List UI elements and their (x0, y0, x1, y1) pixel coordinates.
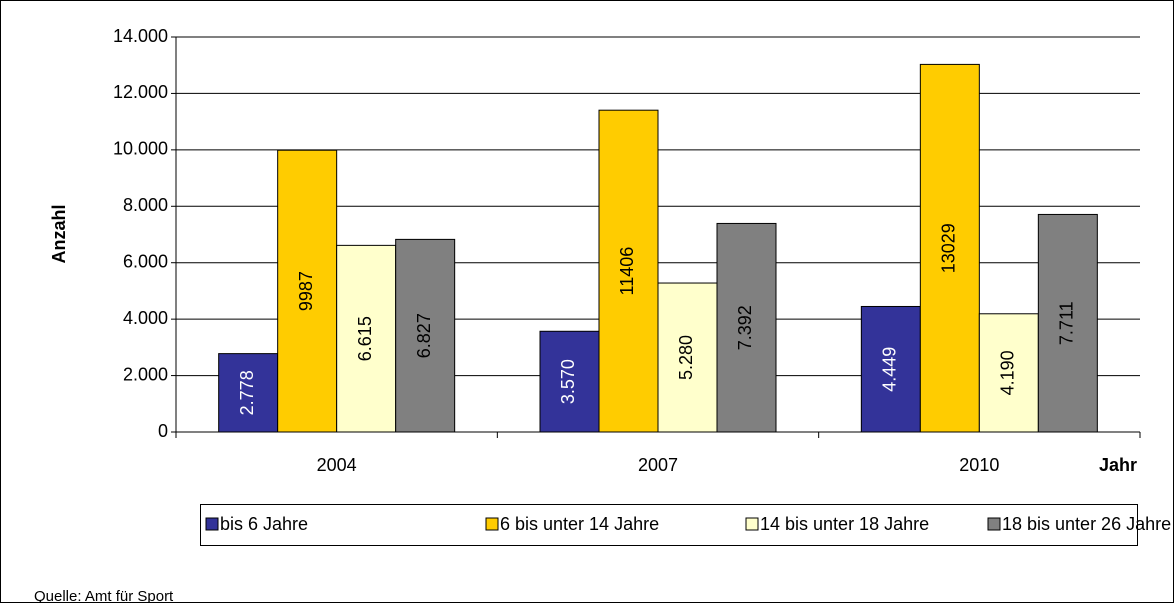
source-note: Quelle: Amt für Sport (34, 588, 174, 603)
legend-swatch (205, 517, 219, 531)
bar (277, 149, 338, 433)
bar (218, 353, 279, 433)
data-label: 3.570 (558, 359, 578, 404)
data-label: 5.280 (676, 335, 696, 380)
y-tick-label: 12.000 (113, 82, 168, 102)
data-label: 11406 (617, 247, 637, 296)
bar (919, 63, 980, 433)
bar (539, 330, 600, 433)
y-tick-label: 4.000 (123, 308, 168, 328)
data-label: 6.827 (414, 313, 434, 358)
bar (336, 244, 397, 433)
x-tick-label: 2010 (959, 455, 999, 475)
legend-label: 18 bis unter 26 Jahre (1002, 514, 1171, 534)
data-label: 7.711 (1057, 301, 1077, 345)
data-label: 6.615 (355, 316, 375, 361)
bar (395, 238, 456, 433)
data-label: 13029 (939, 223, 959, 273)
legend-swatch (485, 517, 499, 531)
x-tick-label: 2004 (317, 455, 357, 475)
legend-label: 14 bis unter 18 Jahre (760, 514, 929, 534)
y-tick-label: 6.000 (123, 251, 168, 271)
bar (716, 222, 777, 433)
bar (860, 305, 921, 433)
y-axis-label: Anzahl (49, 204, 69, 263)
y-tick-label: 2.000 (123, 364, 168, 384)
legend-label: bis 6 Jahre (220, 514, 308, 534)
legend (200, 504, 1138, 546)
data-label: 7.392 (735, 305, 755, 350)
bar (598, 109, 659, 433)
legend-label: 6 bis unter 14 Jahre (500, 514, 659, 534)
data-label: 4.190 (998, 350, 1018, 395)
data-label: 4.449 (880, 347, 900, 392)
legend-swatch (987, 517, 1001, 531)
bar (1037, 213, 1098, 433)
y-tick-label: 0 (158, 421, 168, 441)
x-tick-label: 2007 (638, 455, 678, 475)
data-label: 9987 (296, 271, 316, 311)
y-tick-label: 10.000 (113, 139, 168, 159)
x-axis-label: Jahr (1099, 455, 1137, 475)
y-tick-label: 8.000 (123, 195, 168, 215)
data-label: 2.778 (237, 370, 257, 415)
bar (978, 313, 1039, 433)
y-tick-label: 14.000 (113, 26, 168, 46)
legend-swatch (745, 517, 759, 531)
